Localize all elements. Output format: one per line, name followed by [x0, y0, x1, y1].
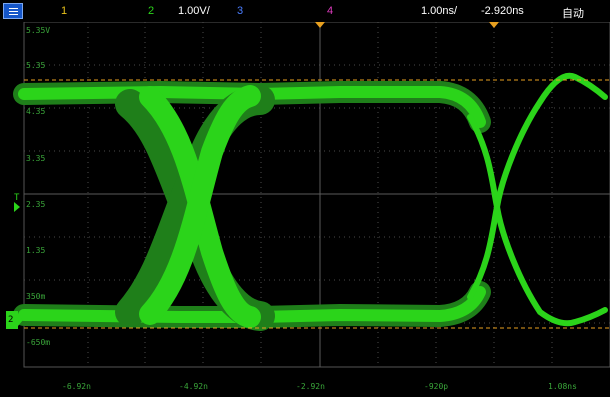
- run-mode[interactable]: 自动: [562, 8, 584, 20]
- x-label: -2.92n: [296, 382, 325, 391]
- trigger-level-marker[interactable]: T: [14, 193, 20, 212]
- x-axis-labels: -6.92n -4.92n -2.92n -920p 1.08ns: [62, 382, 577, 391]
- y-label: -650m: [26, 338, 50, 347]
- y-label: 5.35: [26, 61, 45, 70]
- status-bar: 1 2 1.00V/ 3 4 1.00ns/ -2.920ns 自动: [0, 0, 610, 22]
- trigger-position-marker[interactable]: [315, 22, 325, 28]
- delay-marker[interactable]: [489, 22, 499, 28]
- channel-4-label[interactable]: 4: [327, 5, 334, 17]
- x-label: -920p: [424, 382, 448, 391]
- x-label: -6.92n: [62, 382, 91, 391]
- y-label: 4.35: [26, 107, 45, 116]
- channel-2-scale[interactable]: 1.00V/: [178, 5, 210, 17]
- menu-button[interactable]: [3, 3, 23, 19]
- channel-2-ground-marker[interactable]: 2: [6, 311, 23, 329]
- channel-3-label[interactable]: 3: [237, 5, 244, 17]
- trigger-level-text: T: [14, 193, 20, 203]
- y-axis-labels: 5.35V 5.35 4.35 3.35 2.35 1.35 350m -650…: [26, 26, 50, 347]
- y-label: 1.35: [26, 246, 45, 255]
- level-cursors[interactable]: [24, 79, 610, 329]
- x-label: -4.92n: [179, 382, 208, 391]
- channel-2-label[interactable]: 2: [148, 5, 155, 17]
- eye-diagram-trace: [13, 72, 608, 331]
- channel-1-label[interactable]: 1: [61, 5, 68, 17]
- trigger-delay-value[interactable]: -2.920ns: [481, 5, 524, 17]
- y-label: 5.35V: [26, 26, 50, 35]
- channel-2-ground-text: 2: [8, 315, 13, 325]
- menu-icon: [9, 8, 18, 9]
- y-label: 350m: [26, 292, 45, 301]
- waveform-svg: 5.35V 5.35 4.35 3.35 2.35 1.35 350m -650…: [6, 21, 610, 391]
- menu-icon-line: [9, 14, 18, 15]
- y-label: 2.35: [26, 200, 45, 209]
- waveform-display[interactable]: 5.35V 5.35 4.35 3.35 2.35 1.35 350m -650…: [0, 21, 610, 392]
- y-label: 3.35: [26, 154, 45, 163]
- menu-icon-line: [9, 11, 18, 12]
- timebase-value[interactable]: 1.00ns/: [421, 5, 458, 17]
- x-label: 1.08ns: [548, 382, 577, 391]
